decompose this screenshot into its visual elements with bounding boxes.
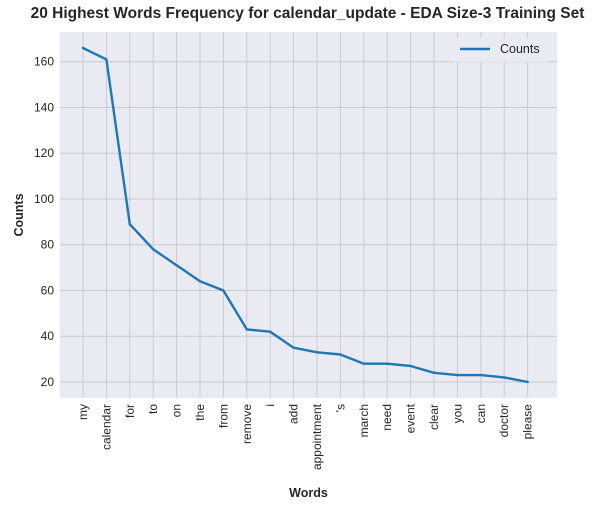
data-point [128,222,131,226]
data-point [198,280,202,283]
x-tick-label: from [216,404,230,428]
x-axis-label: Words [289,486,328,500]
y-tick-label: 60 [41,283,55,297]
data-point [432,371,436,375]
series-line-counts [81,46,529,384]
x-tick-label: my [76,404,90,420]
legend-box [452,38,550,62]
y-tick-label: 40 [41,329,55,343]
x-tick-label: clear [427,404,441,430]
grid-lines [60,32,557,398]
x-tick-label: event [404,403,418,433]
x-tick-label: appointment [310,403,324,470]
x-tick-label: for [123,404,137,418]
data-point [269,330,272,333]
data-point [222,289,225,292]
legend-label-counts: Counts [500,42,540,56]
data-point [175,264,178,267]
x-tick-label: doctor [497,404,511,437]
data-point [81,46,85,50]
y-axis-ticks: 20 40 60 80 100 120 140 160 [34,55,54,389]
plot-area [60,32,557,398]
x-tick-label: remove [240,404,254,444]
y-axis-label: Counts [12,193,26,236]
x-tick-label: calendar [99,404,113,450]
data-point [456,373,459,377]
x-tick-label: need [380,404,394,431]
x-tick-label: can [474,404,488,423]
data-point [479,373,482,377]
data-point [386,362,389,365]
data-point [526,380,529,384]
x-tick-label: please [521,404,535,440]
x-tick-label: the [193,404,207,421]
x-tick-label: you [450,404,464,423]
x-tick-label: on [170,404,184,417]
data-point [362,362,365,365]
data-point [409,364,412,368]
data-point [339,353,342,356]
x-tick-label: add [287,404,301,424]
x-tick-label: i [263,404,277,407]
y-tick-label: 80 [41,238,55,252]
data-point [245,328,248,331]
y-tick-label: 120 [34,146,54,160]
series-layer [81,46,529,384]
x-tick-label: to [146,404,160,414]
x-tick-label: 's [333,404,347,412]
y-tick-label: 160 [34,55,54,69]
legend: Counts [452,38,550,62]
data-point [152,248,155,251]
chart-title: 20 Highest Words Frequency for calendar_… [30,5,585,22]
data-point [292,346,295,349]
data-point [503,376,506,379]
data-point [105,58,108,61]
y-tick-label: 20 [41,375,55,389]
y-tick-label: 100 [34,192,54,206]
y-tick-label: 140 [34,100,54,114]
x-axis-ticks: my calendar for to on the from remove i add appoin… [76,403,535,470]
data-point [315,351,319,354]
x-tick-label: march [357,404,371,437]
